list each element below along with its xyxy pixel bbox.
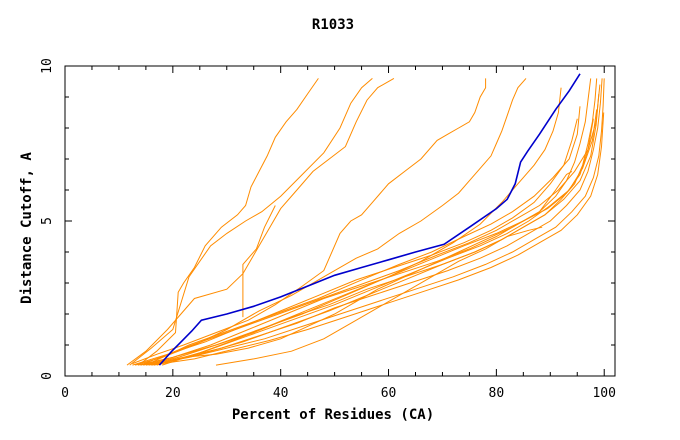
- other-models-layer: [126, 77, 605, 366]
- x-tick-label-40: 40: [273, 386, 289, 401]
- series-line-4: [242, 205, 276, 318]
- series-line-17: [145, 106, 581, 366]
- x-tick-label-100: 100: [592, 386, 615, 401]
- x-tick-label-0: 0: [61, 386, 69, 401]
- series-line-5: [132, 78, 487, 365]
- axes-layer: 0 20 40 60 80 100 0 5 10: [40, 58, 616, 401]
- series-line-6: [134, 78, 527, 366]
- x-axis-label: Percent of Residues (CA): [232, 407, 434, 423]
- series-line-8: [132, 118, 578, 366]
- y-tick-label-0: 0: [40, 372, 55, 380]
- x-tick-label-20: 20: [165, 386, 181, 401]
- series-line-20: [161, 118, 594, 366]
- y-tick-label-10: 10: [40, 58, 55, 74]
- series-line-9: [137, 78, 592, 366]
- highlight-model-layer: [158, 73, 581, 366]
- series-line-2: [129, 78, 373, 366]
- series-line-3: [126, 77, 395, 366]
- series-line-7: [140, 87, 562, 366]
- series-line-15: [156, 109, 598, 366]
- series-line-13: [151, 112, 605, 366]
- chart-title: R1033: [312, 17, 354, 33]
- highlight-series-line: [158, 73, 581, 366]
- series-line-1: [140, 78, 319, 364]
- x-tick-label-60: 60: [381, 386, 397, 401]
- series-line-18: [215, 226, 543, 366]
- series-line-12: [148, 78, 605, 366]
- x-tick-label-80: 80: [489, 386, 505, 401]
- y-tick-label-5: 5: [40, 217, 55, 225]
- series-line-10: [143, 78, 598, 366]
- y-axis-label: Distance Cutoff, A: [19, 152, 35, 304]
- series-line-16: [140, 84, 601, 366]
- series-line-19: [183, 170, 573, 358]
- series-line-14: [153, 93, 600, 366]
